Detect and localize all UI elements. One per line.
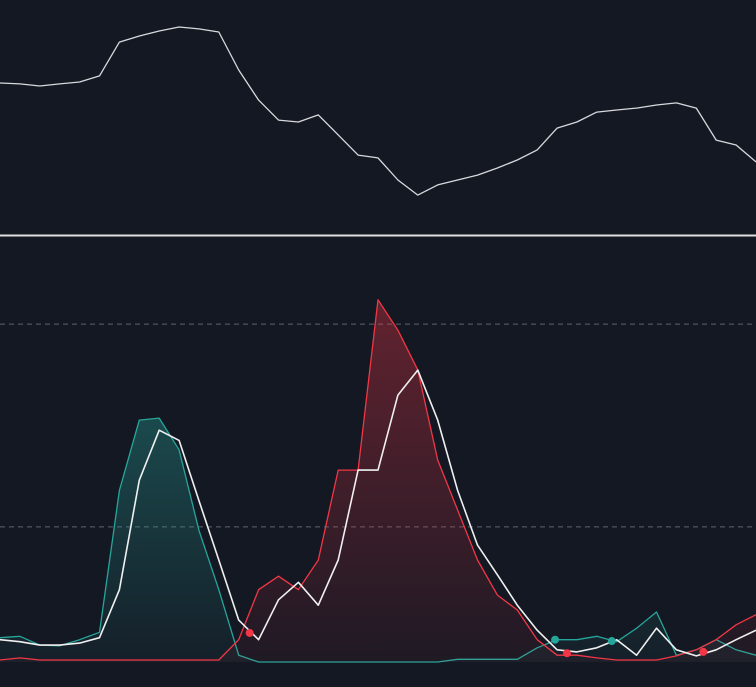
signal-dot bbox=[245, 628, 254, 637]
series-line bbox=[0, 369, 756, 657]
series-area bbox=[0, 418, 756, 662]
signal-dot bbox=[699, 647, 708, 656]
signal-dot bbox=[607, 637, 616, 646]
series-area bbox=[0, 299, 756, 662]
signal-dot bbox=[563, 649, 571, 658]
signal-dot bbox=[551, 635, 560, 644]
series-line bbox=[0, 299, 756, 661]
series-line bbox=[0, 26, 756, 196]
